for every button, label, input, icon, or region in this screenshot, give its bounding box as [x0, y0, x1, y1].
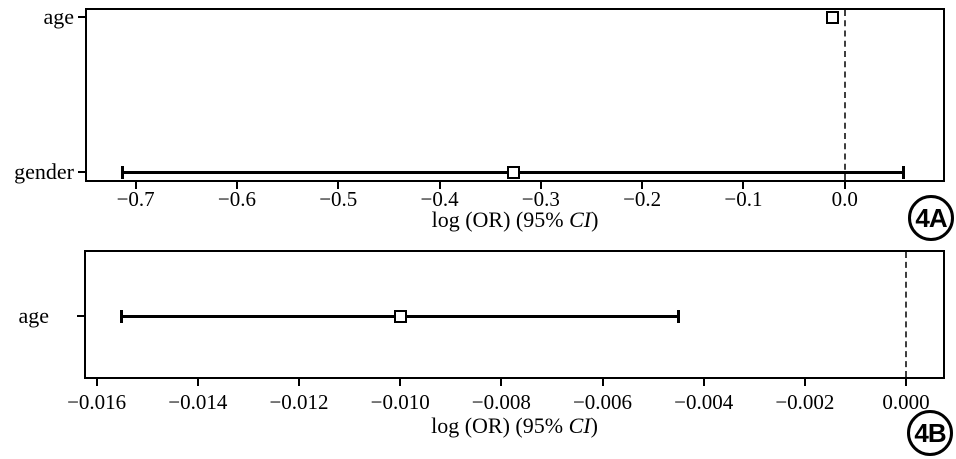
x-tick	[399, 379, 402, 386]
x-tick-label: −0.1	[724, 187, 763, 211]
x-tick-label: −0.016	[67, 390, 127, 414]
row-label: age	[43, 4, 74, 30]
x-tick	[702, 379, 705, 386]
axis-title-suffix: )	[590, 413, 598, 438]
axis-title-text: log (OR) (95%	[431, 207, 570, 232]
x-tick	[196, 379, 199, 386]
y-tick	[78, 16, 85, 19]
panel-4a-plot-area	[85, 8, 945, 182]
x-tick-label: −0.4	[420, 187, 459, 211]
zero-reference-line	[843, 10, 846, 180]
x-tick-label: −0.2	[623, 187, 662, 211]
x-tick	[500, 379, 503, 386]
x-tick-label: 0.000	[882, 390, 930, 414]
estimate-marker	[393, 309, 407, 323]
ci-cap-low	[120, 165, 124, 179]
x-tick	[337, 182, 340, 189]
ci-cap-high	[901, 165, 905, 179]
panel-4b-label-text: 4B	[914, 417, 946, 448]
x-tick-label: −0.014	[168, 390, 228, 414]
y-tick	[77, 315, 84, 318]
x-tick	[742, 182, 745, 189]
x-tick	[843, 182, 846, 189]
panel-4b-label-badge: 4B	[907, 410, 953, 456]
x-tick-label: −0.012	[269, 390, 329, 414]
panel-4b-x-axis-title: log (OR) (95% CI)	[431, 413, 598, 438]
x-tick-label: 0.0	[831, 187, 858, 211]
x-tick-label: −0.7	[116, 187, 155, 211]
x-tick	[803, 379, 806, 386]
ci-cap-high	[676, 309, 680, 323]
axis-title-suffix: )	[591, 207, 599, 232]
y-tick	[78, 171, 85, 174]
axis-title-italic-ci: CI	[568, 413, 591, 438]
x-tick	[539, 182, 542, 189]
estimate-marker	[506, 165, 520, 179]
panel-4a-x-axis-title: log (OR) (95% CI)	[432, 207, 599, 232]
x-tick-label: −0.010	[370, 390, 430, 414]
panel-4a-label-text: 4A	[915, 202, 947, 233]
estimate-marker	[826, 10, 840, 24]
x-tick-label: −0.006	[572, 390, 633, 414]
x-tick-label: −0.6	[217, 187, 256, 211]
x-tick	[297, 379, 300, 386]
x-tick	[601, 379, 604, 386]
panel-4a-label-badge: 4A	[908, 195, 954, 241]
ci-cap-low	[120, 309, 124, 323]
x-tick-label: −0.008	[471, 390, 531, 414]
axis-title-text: log (OR) (95%	[431, 413, 569, 438]
panel-4b-plot-area	[84, 250, 945, 379]
x-tick	[235, 182, 238, 189]
x-tick-label: −0.004	[674, 390, 734, 414]
zero-reference-line	[905, 252, 908, 377]
x-tick	[905, 379, 908, 386]
x-tick	[95, 379, 98, 386]
x-tick	[438, 182, 441, 189]
x-tick-label: −0.002	[775, 390, 835, 414]
x-tick	[134, 182, 137, 189]
row-label: gender	[14, 159, 74, 185]
x-tick-label: −0.3	[521, 187, 560, 211]
x-tick	[641, 182, 644, 189]
row-label: age	[18, 303, 49, 329]
x-tick-label: −0.5	[319, 187, 358, 211]
axis-title-italic-ci: CI	[569, 207, 592, 232]
